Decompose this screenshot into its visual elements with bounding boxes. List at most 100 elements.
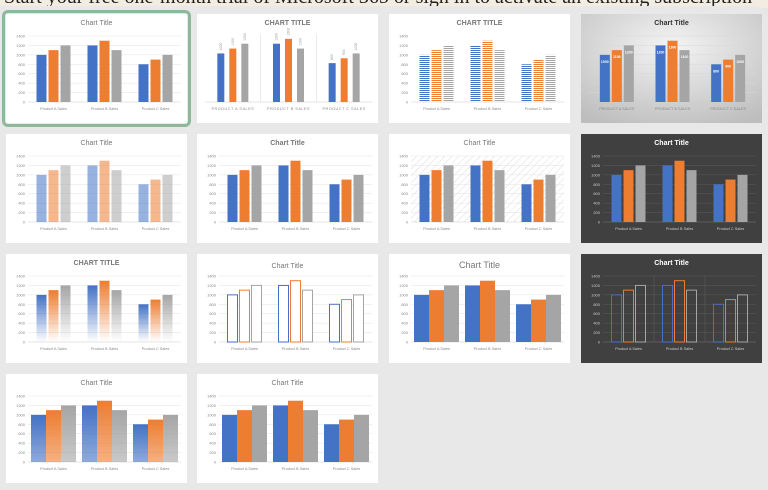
y-tick-label: 0 [598, 220, 601, 225]
y-tick-label: 400 [209, 321, 216, 326]
chart-style-7[interactable]: Chart Title 0 200 400 600 800 1000 1200 1400 Prod… [389, 134, 570, 243]
bar-series-1 [329, 184, 340, 222]
bar-series-3 [251, 284, 262, 343]
chart-style-4[interactable]: Chart Title 1000 1100 1200 PRODUCT A SALES 12… [581, 14, 762, 123]
category-label: PRODUCT A SALES [599, 107, 635, 111]
chart-style-9[interactable]: CHART TITLE 0 200 400 600 800 1000 1200 1400 Prod… [6, 254, 187, 363]
category-label: Product C Sales [525, 107, 553, 111]
chart-style-2[interactable]: CHART TITLE 1000 1100 1200 PRODUCT A SALES 12… [197, 14, 378, 123]
bar-series-1 [133, 424, 148, 462]
bar-series-2 [533, 59, 544, 102]
chart-preview: Chart Title 0 200 400 600 800 1000 1200 1400 Prod… [581, 254, 762, 363]
category-label: Product A Sales [40, 107, 67, 111]
y-tick-label: 400 [401, 201, 408, 206]
bar-series-2 [725, 179, 736, 222]
bar-series-2 [429, 290, 444, 342]
data-label: 1000 [219, 43, 223, 51]
chart-style-3[interactable]: CHART TITLE 0 200 400 600 800 1000 1200 1400 Prod… [389, 14, 570, 123]
bar-series-1 [273, 43, 280, 102]
chart-style-5[interactable]: Chart Title 0 200 400 600 800 1000 1200 1400 Prod… [6, 134, 187, 243]
bar-series-1 [273, 405, 288, 462]
chart-style-11[interactable]: Chart Title 0 200 400 600 800 1000 1200 1400 Prod… [389, 254, 570, 363]
y-tick-label: 800 [401, 62, 408, 67]
data-label: 1100 [681, 55, 689, 59]
chart-style-6[interactable]: Chart Title 0 200 400 600 800 1000 1200 1400 Prod… [197, 134, 378, 243]
bar-series-3 [241, 43, 249, 102]
bar-series-1 [711, 64, 722, 102]
bar-series-3 [686, 170, 697, 222]
category-label: Product A Sales [40, 227, 67, 231]
bar-series-1 [324, 424, 339, 462]
bar-series-2 [431, 50, 442, 102]
y-tick-label: 600 [593, 191, 600, 196]
bar-series-3 [302, 289, 313, 343]
bar-series-3 [635, 165, 646, 222]
bar-series-3 [443, 165, 454, 222]
chart-preview: CHART TITLE 0 200 400 600 800 1000 1200 1400 Prod… [399, 20, 564, 111]
bar-series-3 [163, 414, 178, 462]
chart-preview: Chart Title 0 200 400 600 800 1000 1200 1400 Prod… [399, 140, 564, 231]
bar-series-2 [482, 40, 493, 102]
category-label: Product B Sales [282, 227, 309, 231]
y-tick-label: 600 [18, 431, 25, 436]
chart-style-10[interactable]: Chart Title 0 200 400 600 800 1000 1200 1400 Prod… [197, 254, 378, 363]
trial-banner[interactable]: Start your free one-month trial of Micro… [0, 0, 768, 8]
bar-series-3 [735, 54, 746, 102]
bar-series-2 [674, 160, 685, 222]
y-tick-label: 1000 [16, 52, 26, 57]
y-tick-label: 600 [209, 311, 216, 316]
y-tick-label: 1000 [16, 292, 26, 297]
bar-series-2 [340, 58, 348, 102]
y-tick-label: 1000 [399, 292, 409, 297]
bar-series-3 [686, 289, 697, 343]
y-tick-label: 1400 [207, 394, 217, 399]
category-label: Product B Sales [666, 227, 693, 231]
chart-style-13[interactable]: Chart Title 0 200 400 600 800 1000 1200 1400 Prod… [6, 374, 187, 483]
y-tick-label: 1000 [16, 412, 26, 417]
bar-series-2 [150, 59, 161, 102]
y-tick-label: 1200 [207, 283, 217, 288]
y-tick-label: 800 [401, 182, 408, 187]
chart-title: Chart Title [270, 140, 305, 147]
y-tick-label: 1400 [16, 154, 26, 159]
y-tick-label: 800 [18, 62, 25, 67]
bar-series-2 [341, 179, 352, 222]
chart-preview: Chart Title 0 200 400 600 800 1000 1200 1400 Prod… [207, 263, 372, 351]
category-label: Product B Sales [91, 347, 118, 351]
bar-series-1 [36, 54, 47, 102]
data-label: 1300 [669, 46, 677, 50]
bar-series-3 [251, 165, 262, 222]
chart-style-14[interactable]: Chart Title 0 200 400 600 800 1000 1200 1400 Prod… [197, 374, 378, 483]
y-tick-label: 200 [209, 450, 216, 455]
bar-series-1 [87, 165, 98, 222]
y-tick-label: 1400 [207, 274, 217, 279]
y-tick-label: 0 [406, 340, 409, 345]
bar-series-3 [297, 48, 304, 102]
y-tick-label: 600 [209, 431, 216, 436]
y-tick-label: 400 [401, 81, 408, 86]
chart-style-8[interactable]: Chart Title 0 200 400 600 800 1000 1200 1400 Prod… [581, 134, 762, 243]
y-tick-label: 600 [18, 311, 25, 316]
category-label: Product C Sales [333, 467, 361, 471]
category-label: Product A Sales [423, 227, 450, 231]
bar-series-3 [352, 53, 360, 102]
chart-style-12[interactable]: Chart Title 0 200 400 600 800 1000 1200 1400 Prod… [581, 254, 762, 363]
chart-title: Chart Title [464, 140, 496, 147]
y-tick-label: 1400 [399, 34, 409, 39]
category-label: Product B Sales [91, 227, 118, 231]
data-label: 1000 [736, 60, 744, 64]
data-label: 900 [342, 49, 346, 55]
category-label: Product A Sales [40, 467, 67, 471]
y-tick-label: 1200 [399, 283, 409, 288]
category-label: Product B Sales [91, 467, 118, 471]
y-tick-label: 600 [593, 311, 600, 316]
bar-series-1 [82, 405, 97, 462]
data-label: 1000 [354, 43, 358, 51]
bar-series-1 [713, 184, 724, 222]
bar-series-1 [521, 184, 532, 222]
bar-series-3 [162, 54, 173, 102]
y-tick-label: 0 [214, 460, 217, 465]
bar-series-1 [217, 53, 225, 102]
chart-style-1[interactable]: Chart Title 0 200 400 600 800 1000 1200 1400 Prod… [2, 10, 191, 127]
y-tick-label: 1400 [591, 154, 601, 159]
